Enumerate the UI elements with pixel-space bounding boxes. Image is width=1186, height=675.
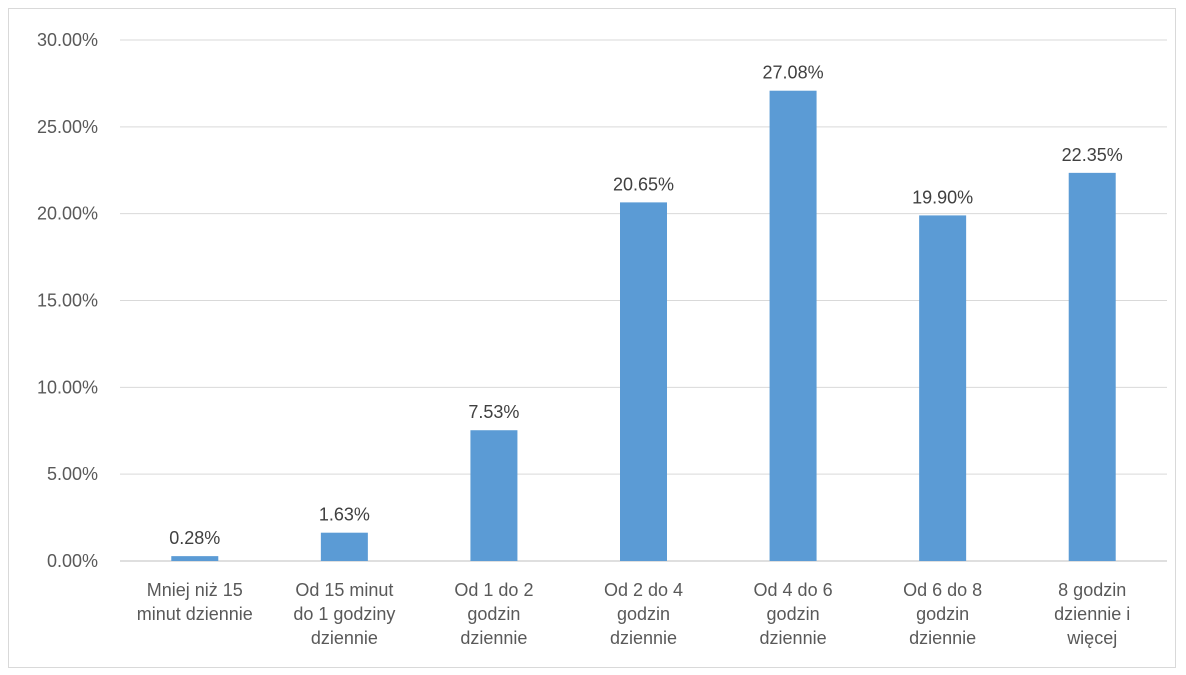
x-category-label: Od 1 do 2 godzin dziennie — [454, 580, 533, 648]
bar — [769, 90, 817, 561]
y-tick-label: 10.00% — [37, 377, 98, 397]
y-tick-label: 5.00% — [47, 464, 98, 484]
x-category-label: Mniej niż 15 minut dziennie — [137, 580, 253, 624]
x-category-label: Od 15 minut do 1 godziny dziennie — [293, 580, 395, 648]
x-category-label: Od 2 do 4 godzin dziennie — [604, 580, 683, 648]
bar — [919, 215, 967, 562]
y-tick-label: 0.00% — [47, 551, 98, 571]
data-label: 1.63% — [319, 505, 370, 525]
bar — [171, 556, 219, 561]
data-label: 0.28% — [169, 528, 220, 548]
x-category-label: Od 6 do 8 godzin dziennie — [903, 580, 982, 648]
data-label: 27.08% — [763, 63, 824, 83]
y-tick-label: 20.00% — [37, 204, 98, 224]
data-label: 20.65% — [613, 174, 674, 194]
data-label: 19.90% — [912, 187, 973, 207]
data-label: 7.53% — [468, 402, 519, 422]
bar — [470, 430, 518, 561]
data-labels: 0.28% 1.63% 7.53% 20.65% 27.08% 19.90% 22.35% — [169, 63, 1122, 548]
x-axis-categories: Mniej niż 15 minut dziennie Od 15 minut do … — [137, 580, 1130, 648]
bars — [171, 90, 1116, 562]
bar — [620, 202, 667, 561]
y-tick-label: 30.00% — [37, 30, 98, 50]
y-tick-label: 15.00% — [37, 291, 98, 311]
data-label: 22.35% — [1062, 145, 1123, 165]
x-category-label: Od 4 do 6 godzin dziennie — [754, 580, 833, 648]
y-axis-ticks: 0.00% 5.00% 10.00% 15.00% 20.00% 25.00% 30.00% — [37, 30, 98, 571]
bar — [320, 532, 368, 561]
x-category-label: 8 godzin dziennie i więcej — [1054, 580, 1130, 648]
y-tick-label: 25.00% — [37, 117, 98, 137]
bar — [1068, 172, 1116, 562]
